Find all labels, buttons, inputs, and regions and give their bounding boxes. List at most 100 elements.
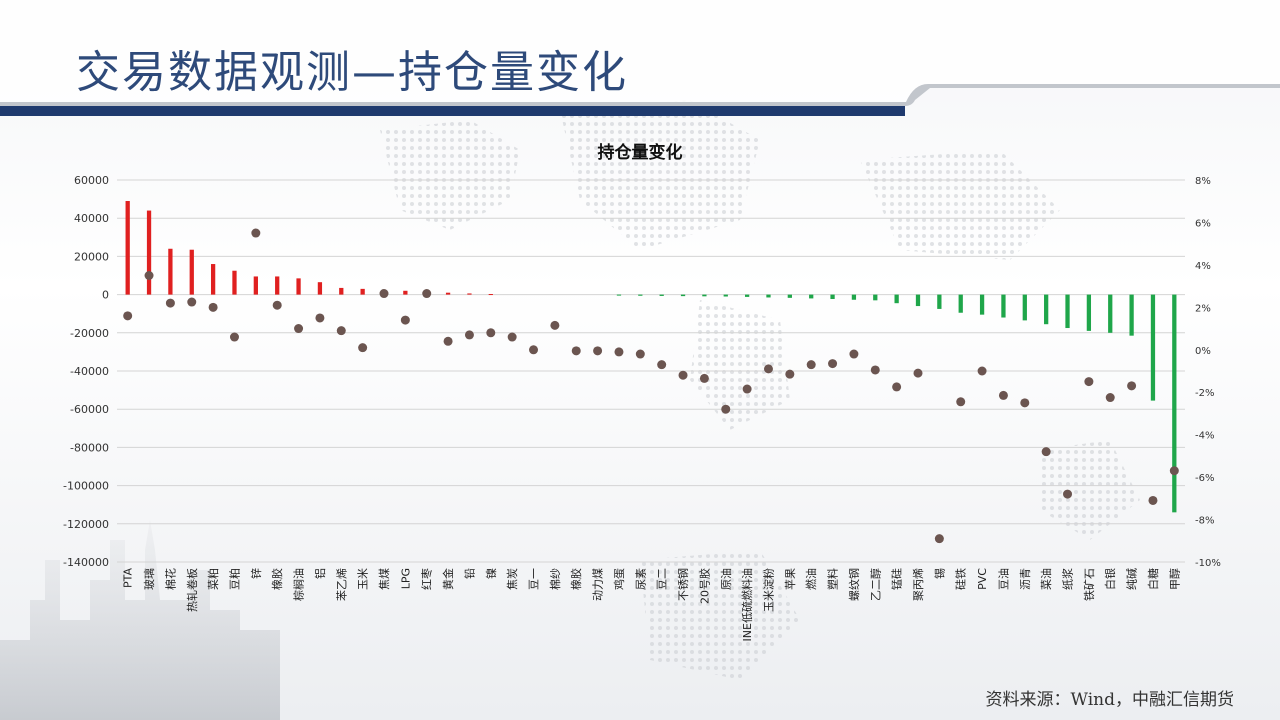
bar xyxy=(467,293,472,295)
bar xyxy=(1044,294,1049,325)
x-tick-label: 焦煤 xyxy=(378,568,391,590)
x-tick-label: 苹果 xyxy=(783,568,797,590)
x-tick-label: 锌 xyxy=(249,568,263,579)
left-axis: 60000 40000 20000 0 -20000 -40000 -60000 -80000… xyxy=(63,174,109,569)
data-point xyxy=(785,369,795,379)
data-point xyxy=(464,330,474,340)
x-tick-label: 原油 xyxy=(719,568,733,590)
left-tick-label: 40000 xyxy=(74,212,109,225)
data-point xyxy=(956,397,966,407)
x-tick-label: 黄金 xyxy=(441,568,455,590)
bar xyxy=(851,294,857,300)
x-axis-labels: PTA 玻璃 棉花 热轧卷板 菜粕 豆粕锌橡胶 棕榈油铝苯乙烯 玉米 焦煤 LPG 红枣 黄金铅镍焦炭… xyxy=(122,568,1182,642)
bar xyxy=(296,278,301,295)
bar xyxy=(339,287,344,295)
x-tick-label: INE低硫燃料油 xyxy=(740,568,754,641)
bar xyxy=(958,294,963,313)
data-point xyxy=(358,343,368,353)
left-tick-label: -120000 xyxy=(63,518,109,531)
data-point xyxy=(208,302,218,312)
x-tick-label: 塑料 xyxy=(826,568,840,590)
bar xyxy=(403,290,408,295)
right-tick-label: 6% xyxy=(1195,218,1211,229)
bar xyxy=(744,294,750,297)
data-point xyxy=(1148,495,1158,505)
x-tick-label: PTA xyxy=(122,568,135,588)
data-point xyxy=(486,328,496,338)
data-point xyxy=(998,390,1008,400)
data-point xyxy=(294,324,304,334)
x-tick-label: 玻璃 xyxy=(142,568,156,590)
x-tick-label: 橡胶 xyxy=(569,568,583,590)
header-stripe xyxy=(0,106,905,116)
x-tick-label: 热轧卷板 xyxy=(185,568,199,612)
bar xyxy=(979,294,985,315)
data-point xyxy=(828,359,838,369)
bar xyxy=(809,294,814,299)
bar xyxy=(360,288,365,295)
left-tick-label: -20000 xyxy=(70,327,109,340)
x-tick-label: 铁矿石 xyxy=(1083,568,1096,601)
x-tick-label: 豆二 xyxy=(656,568,669,590)
title-bar: 交易数据观测—持仓量变化 xyxy=(0,0,1280,120)
bar xyxy=(659,294,664,296)
x-tick-label: 铝 xyxy=(313,568,327,579)
x-tick-label: 红枣 xyxy=(421,568,434,590)
bar xyxy=(488,294,493,296)
data-point xyxy=(144,271,154,280)
x-tick-label: 豆一 xyxy=(528,568,541,590)
x-tick-label: 鸡蛋 xyxy=(612,568,626,590)
x-tick-label: PVC xyxy=(976,568,989,590)
bar xyxy=(766,294,771,298)
bar xyxy=(830,294,835,299)
grid xyxy=(117,179,1185,563)
page-title: 交易数据观测—持仓量变化 xyxy=(76,47,628,98)
data-point xyxy=(657,360,667,370)
bar xyxy=(1001,294,1006,318)
bar xyxy=(702,294,707,297)
right-tick-label: 8% xyxy=(1195,176,1211,187)
data-point xyxy=(1041,447,1051,457)
x-tick-label: 锡 xyxy=(932,568,946,579)
bar xyxy=(125,201,130,295)
right-tick-label: -2% xyxy=(1195,388,1214,399)
data-point xyxy=(892,382,902,392)
dots xyxy=(123,228,1179,544)
data-point xyxy=(1063,489,1073,499)
bar xyxy=(894,294,899,304)
data-point xyxy=(849,349,859,359)
data-point xyxy=(229,332,239,342)
x-tick-label: 锰硅 xyxy=(890,568,904,590)
x-tick-label: 螺纹钢 xyxy=(847,568,861,601)
bar xyxy=(1129,294,1134,336)
x-tick-label: LPG xyxy=(399,568,412,589)
data-point xyxy=(1127,381,1137,391)
data-point xyxy=(251,228,261,238)
data-point xyxy=(123,311,133,321)
x-tick-label: 焦炭 xyxy=(506,568,519,590)
data-point xyxy=(571,346,581,356)
bar xyxy=(253,276,258,295)
x-tick-label: 棉花 xyxy=(163,568,177,590)
bar xyxy=(1172,294,1177,513)
bar xyxy=(787,294,792,298)
bar xyxy=(1022,294,1027,321)
x-tick-label: 乙二醇 xyxy=(868,568,882,601)
x-tick-label: 棕榈油 xyxy=(292,568,306,601)
bar xyxy=(146,210,152,295)
data-point xyxy=(934,534,944,544)
data-point xyxy=(806,360,816,370)
x-tick-label: 甲醇 xyxy=(1167,568,1181,590)
data-point xyxy=(699,373,709,383)
x-tick-label: 白银 xyxy=(1103,568,1117,590)
data-point xyxy=(763,364,773,374)
bars xyxy=(125,201,1177,513)
bar xyxy=(723,294,728,297)
left-tick-label: -80000 xyxy=(70,441,109,454)
bar xyxy=(168,248,173,295)
data-point xyxy=(635,349,645,359)
x-tick-label: 不锈钢 xyxy=(677,568,690,601)
chart-title: 持仓量变化 xyxy=(598,142,683,163)
x-tick-label: 橡胶 xyxy=(270,568,284,590)
